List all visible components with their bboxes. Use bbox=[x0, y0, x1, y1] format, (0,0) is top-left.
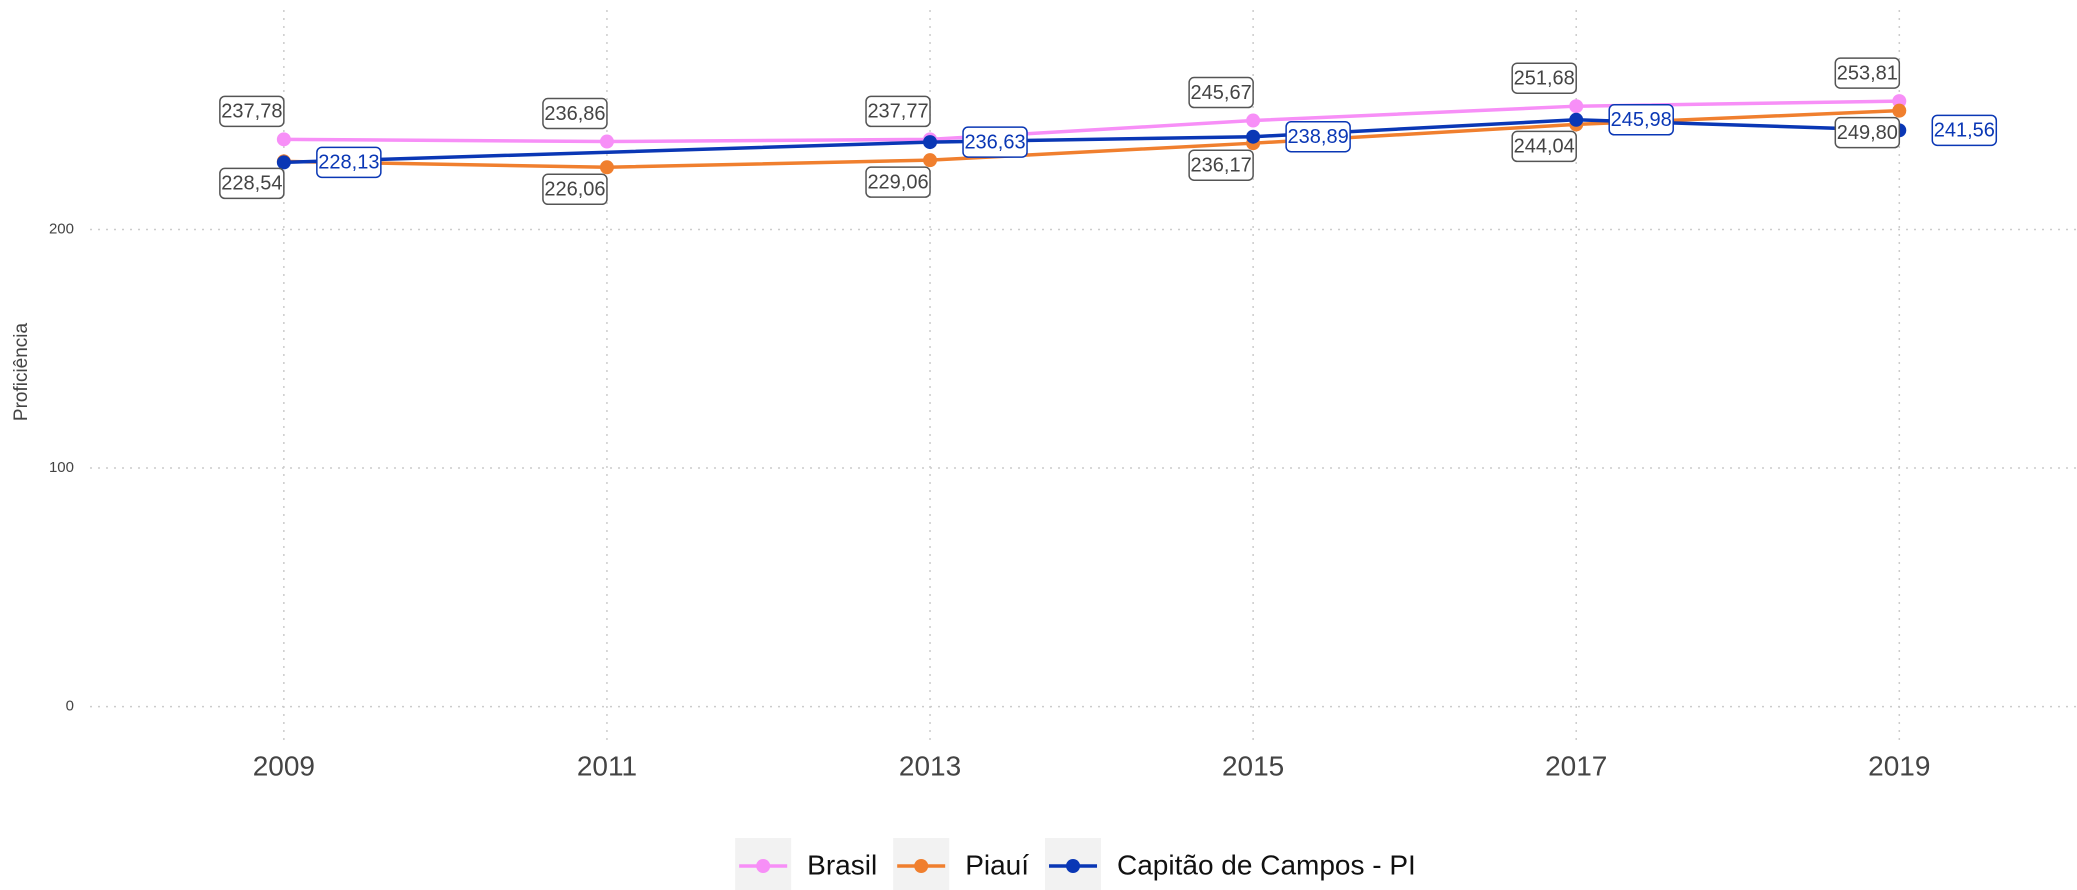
y-tick-label: 100 bbox=[49, 459, 74, 476]
point bbox=[1569, 112, 1584, 127]
point bbox=[1569, 99, 1584, 114]
value-label: 241,56 bbox=[1934, 120, 1995, 142]
point bbox=[923, 135, 938, 150]
legend-label: Brasil bbox=[807, 849, 877, 880]
legend: Brasil Piauí Capitão de Campos - PI bbox=[735, 838, 1416, 890]
value-label: 237,78 bbox=[221, 101, 282, 123]
value-label-box bbox=[1931, 114, 1998, 147]
x-tick-label: 2017 bbox=[1545, 750, 1607, 781]
value-label: 244,04 bbox=[1514, 136, 1575, 158]
legend-key-point bbox=[1066, 859, 1081, 873]
x-tick-label: 2019 bbox=[1868, 750, 1930, 781]
point bbox=[1892, 103, 1907, 118]
y-axis-label: Proficiência bbox=[11, 322, 32, 421]
legend-key-point bbox=[914, 859, 929, 873]
value-label: 238,89 bbox=[1288, 126, 1349, 148]
value-label-box bbox=[1285, 120, 1351, 153]
value-label: 237,77 bbox=[867, 101, 928, 123]
value-label-box bbox=[219, 95, 285, 128]
value-label-box bbox=[1834, 116, 1901, 149]
y-tick-label: 0 bbox=[66, 698, 74, 715]
y-tick-label: 200 bbox=[49, 220, 74, 237]
point bbox=[1246, 113, 1261, 128]
value-label-box bbox=[1188, 149, 1254, 181]
value-label: 253,81 bbox=[1837, 62, 1898, 84]
value-label: 245,98 bbox=[1611, 109, 1672, 131]
value-label-box bbox=[219, 167, 285, 200]
value-label-box bbox=[316, 146, 382, 179]
x-tick-label: 2015 bbox=[1222, 750, 1284, 781]
value-label-box bbox=[1188, 76, 1254, 109]
value-label-box bbox=[865, 166, 931, 198]
value-label: 245,67 bbox=[1191, 82, 1252, 104]
point bbox=[1246, 129, 1261, 144]
value-label: 228,54 bbox=[221, 173, 282, 195]
value-label: 229,06 bbox=[867, 171, 928, 193]
point bbox=[276, 132, 291, 147]
value-label-box bbox=[542, 97, 608, 130]
legend-item: Piauí bbox=[893, 838, 1029, 890]
legend-label: Capitão de Campos - PI bbox=[1117, 849, 1416, 880]
value-label: 226,06 bbox=[544, 179, 605, 201]
value-label-box bbox=[1511, 130, 1577, 163]
value-label: 228,13 bbox=[318, 152, 379, 174]
point bbox=[599, 134, 614, 149]
legend-label: Piauí bbox=[965, 849, 1029, 880]
legend-item: Brasil bbox=[735, 838, 877, 890]
value-label-box bbox=[865, 95, 931, 128]
value-label: 236,17 bbox=[1191, 154, 1252, 176]
value-label-box bbox=[962, 126, 1028, 158]
point bbox=[1892, 94, 1907, 109]
value-label: 251,68 bbox=[1514, 67, 1575, 89]
legend-key-point bbox=[756, 859, 771, 873]
point bbox=[276, 155, 291, 170]
x-tick-label: 2011 bbox=[577, 750, 637, 781]
point bbox=[923, 153, 938, 168]
x-tick-label: 2009 bbox=[253, 750, 315, 781]
x-tick-label: 2013 bbox=[899, 750, 961, 781]
value-label: 249,80 bbox=[1837, 122, 1898, 144]
value-label-box bbox=[542, 173, 608, 206]
value-label-box bbox=[1834, 57, 1901, 89]
legend-item: Capitão de Campos - PI bbox=[1045, 838, 1416, 890]
value-label: 236,63 bbox=[964, 131, 1025, 153]
value-label: 236,86 bbox=[544, 103, 605, 125]
value-label-box bbox=[1511, 62, 1577, 94]
point bbox=[599, 160, 614, 175]
value-label-box bbox=[1608, 104, 1674, 136]
